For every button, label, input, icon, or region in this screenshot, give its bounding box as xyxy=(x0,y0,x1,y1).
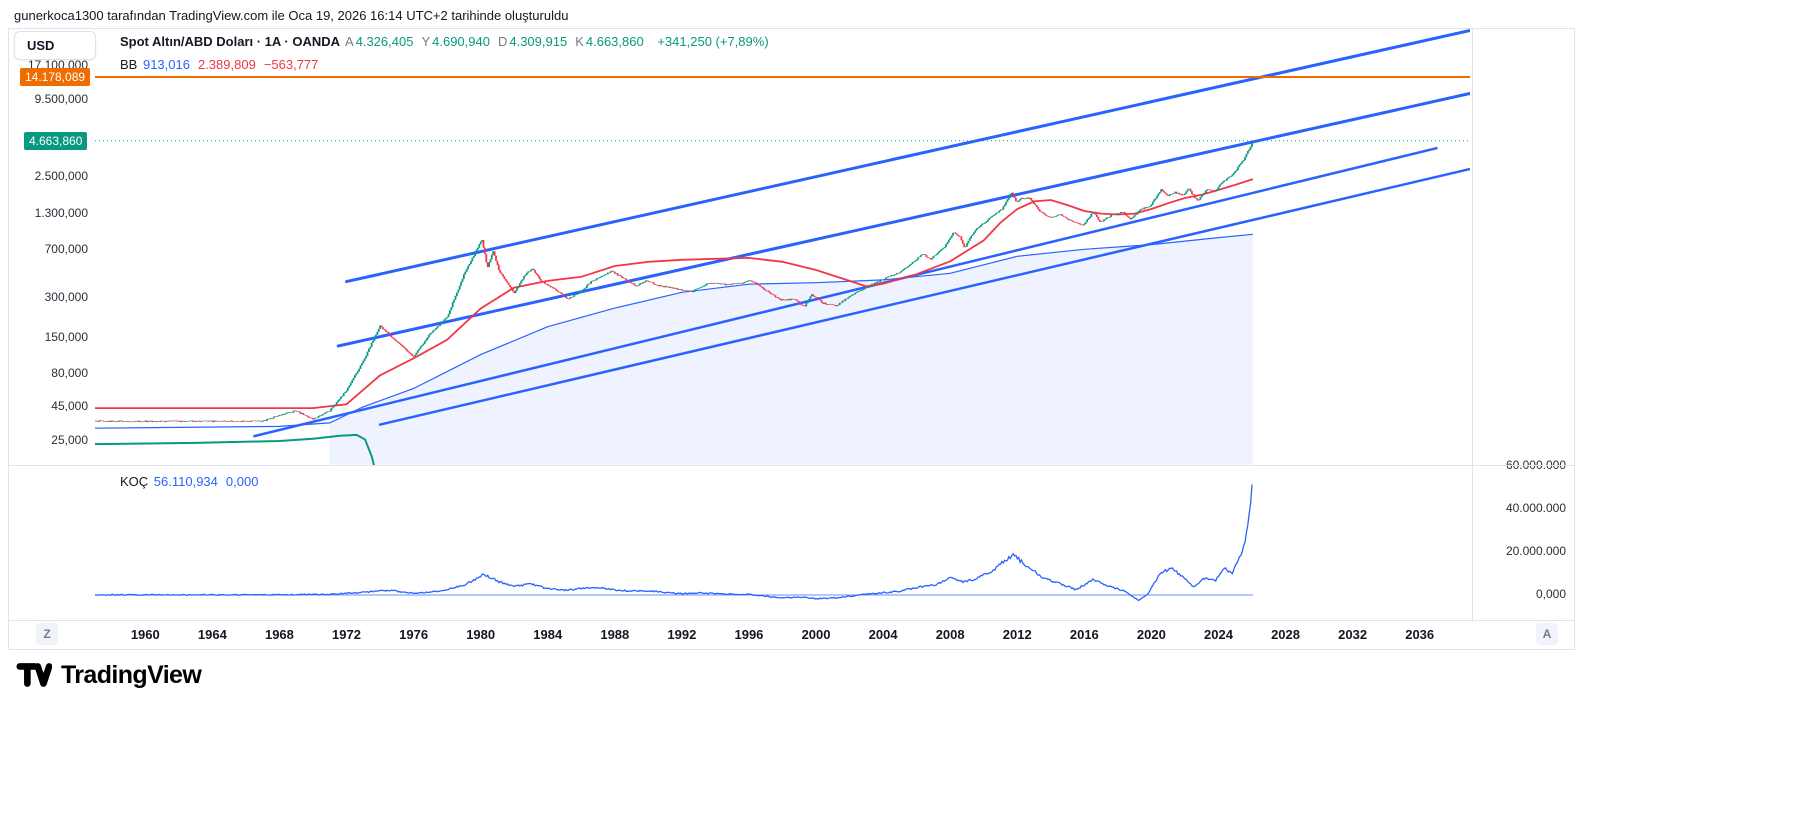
time-axis-label: 2016 xyxy=(1069,627,1099,642)
time-axis-label: 2024 xyxy=(1204,627,1233,642)
bb-legend: BB 913,016 2.389,809 −563,777 xyxy=(120,57,328,72)
indicator-value-0: 56.110,934 xyxy=(153,474,218,489)
time-axis-label: 1960 xyxy=(130,627,160,642)
symbol-title[interactable]: Spot Altın/ABD Doları · 1A · OANDA xyxy=(120,34,341,49)
ohlc-value-A: 4.326,405 xyxy=(355,34,414,49)
level-price-badge: 14.178,089 xyxy=(20,68,91,86)
time-axis-label: 1980 xyxy=(466,627,496,642)
time-axis-label: 2028 xyxy=(1271,627,1300,642)
time-axis-label: 1968 xyxy=(264,627,294,642)
time-axis-label: 1984 xyxy=(533,627,563,642)
ohlc-letter-K: K xyxy=(575,34,584,49)
time-axis-label: 2008 xyxy=(935,627,965,642)
chart-canvas[interactable] xyxy=(0,0,1575,655)
time-axis-label: 2036 xyxy=(1405,627,1435,642)
indicator-axis-label: 20.000.000 xyxy=(1505,544,1566,558)
attribution-text: gunerkoca1300 tarafından TradingView.com… xyxy=(14,8,569,23)
indicator-values: 56.110,934 0,000 xyxy=(154,474,267,489)
price-axis-label: 25,000 xyxy=(51,432,88,447)
symbol-legend: Spot Altın/ABD Doları · 1A · OANDA A 4.32… xyxy=(120,34,771,49)
price-axis-label: 2.500,000 xyxy=(34,168,88,183)
bb-value-1: 2.389,809 xyxy=(197,57,256,72)
indicator-axis[interactable] xyxy=(1474,30,1574,620)
ohlc-letter-D: D xyxy=(497,34,508,49)
current-price-badge: 4.663,860 xyxy=(24,132,88,150)
bb-value-2: −563,777 xyxy=(263,57,319,72)
time-axis-label: 1992 xyxy=(667,627,697,642)
price-axis-label: 9.500,000 xyxy=(34,91,88,106)
ohlc-values: A 4.326,405 Y 4.690,940 D 4.309,915 K 4.663,860 xyxy=(345,34,652,49)
time-axis-label: 1976 xyxy=(399,627,429,642)
time-axis-label: 2012 xyxy=(1002,627,1032,642)
ohlc-value-Y: 4.690,940 xyxy=(432,34,490,49)
time-axis-label: 2000 xyxy=(801,627,831,642)
ohlc-letter-A: A xyxy=(344,34,354,49)
time-axis-label: 1988 xyxy=(600,627,630,642)
indicator-label[interactable]: KOÇ xyxy=(120,474,149,489)
ohlc-letter-Y: Y xyxy=(421,34,431,49)
tradingview-logo-icon xyxy=(16,660,52,690)
tradingview-logo-text: TradingView xyxy=(61,660,202,689)
indicator-legend: KOÇ 56.110,934 0,000 xyxy=(120,474,268,489)
bb-value-0: 913,016 xyxy=(142,57,190,72)
autoscale-button[interactable]: A xyxy=(1536,623,1558,645)
indicator-axis-label: 40.000.000 xyxy=(1505,501,1566,515)
time-axis-label: 1972 xyxy=(332,627,361,642)
time-axis-label: 1964 xyxy=(197,627,227,642)
time-axis[interactable] xyxy=(8,621,1574,649)
ohlc-value-K: 4.663,860 xyxy=(585,34,644,49)
tradingview-logo[interactable]: TradingView xyxy=(16,660,202,690)
price-change: +341,250 (+7,89%) xyxy=(657,34,769,49)
price-axis-label: 45,000 xyxy=(51,398,88,413)
ohlc-value-D: 4.309,915 xyxy=(509,34,568,49)
indicator-axis-label: 0,000 xyxy=(1535,587,1566,601)
price-axis-label: 700,000 xyxy=(44,241,88,256)
time-axis-label: 1996 xyxy=(734,627,764,642)
currency-toggle-button[interactable]: USD xyxy=(14,31,96,60)
price-axis-label: 80,000 xyxy=(51,365,88,380)
price-axis-label: 300,000 xyxy=(44,290,88,305)
price-axis[interactable] xyxy=(0,30,92,620)
bb-values: 913,016 2.389,809 −563,777 xyxy=(143,57,326,72)
time-axis-label: 2032 xyxy=(1338,627,1368,642)
timezone-button[interactable]: Z xyxy=(36,623,58,645)
time-axis-label: 2004 xyxy=(868,627,898,642)
price-axis-label: 150,000 xyxy=(44,329,88,344)
time-axis-label: 2020 xyxy=(1136,627,1166,642)
price-axis-label: 1.300,000 xyxy=(34,206,88,221)
bb-label[interactable]: BB xyxy=(120,57,138,72)
indicator-value-1: 0,000 xyxy=(225,474,259,489)
